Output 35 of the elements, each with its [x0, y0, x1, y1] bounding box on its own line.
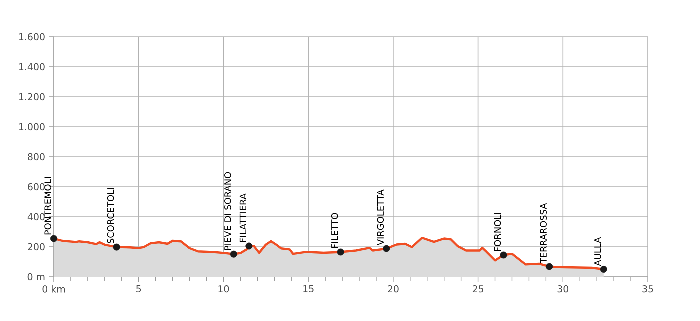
annotation: FILETTO	[331, 213, 338, 248]
y-tick-label: 1.000	[19, 123, 45, 131]
point	[383, 245, 390, 252]
point	[113, 244, 120, 251]
y-tick-label: 200	[28, 243, 45, 251]
x-tick-label: 0 km	[42, 286, 66, 293]
y-tick-label: 1.400	[19, 63, 45, 71]
point	[337, 248, 344, 256]
y-tick-label: 800	[28, 153, 45, 161]
annotation: FORNOLI	[494, 213, 502, 252]
annotation: VIRGOLETTA	[377, 190, 384, 246]
annotation: FILATTIERA	[240, 194, 246, 242]
point	[600, 266, 608, 273]
annotation: PONTREMOLI	[44, 177, 52, 235]
y-tick-label: 600	[28, 183, 45, 191]
y-tick-label: 0 m	[28, 273, 45, 281]
point	[230, 250, 238, 258]
x-tick-label: 5	[136, 285, 142, 293]
point	[500, 252, 508, 259]
x-tick-label: 35	[642, 285, 654, 293]
point	[50, 235, 58, 242]
y-tick-label: 1.600	[19, 33, 45, 41]
x-tick-label: 30	[558, 285, 569, 293]
x-tick-label: 25	[472, 285, 484, 293]
y-tick-label: 400	[28, 213, 45, 221]
x-tick-label: 10	[218, 285, 230, 293]
point	[246, 242, 253, 250]
annotation: AULLA	[594, 237, 602, 266]
y-tick-label: 1.200	[19, 93, 45, 101]
x-tick-label: 15	[304, 285, 314, 293]
point	[546, 263, 554, 270]
x-tick-label: 20	[388, 285, 399, 293]
annotation: TERRAROSSA	[540, 203, 547, 264]
annotation: PIEVE DI SORANO	[224, 172, 232, 250]
annotation: SCORCETOLI	[107, 188, 114, 244]
